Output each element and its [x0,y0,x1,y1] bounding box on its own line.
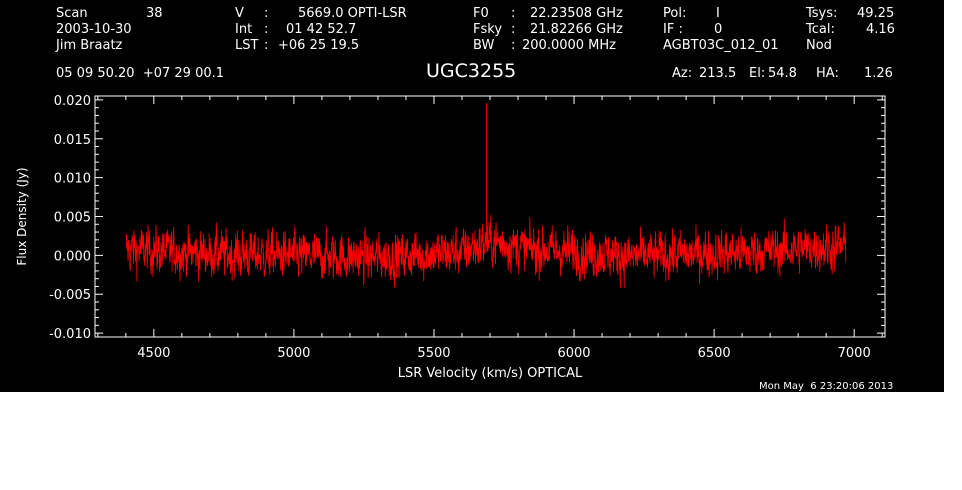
f0-colon: : [511,6,516,21]
plot-frame [94,95,886,338]
x-tick-label: 4500 [137,346,170,361]
proc-text: Nod [806,38,832,53]
bw-colon: : [511,38,516,53]
bw-value: 200.0000 MHz [522,38,616,53]
tsys-value: 49.25 [857,6,895,21]
ha-label: HA: [816,66,839,81]
timestamp: Mon May 6 23:20:06 2013 [759,381,894,392]
x-tick-label: 6000 [557,346,590,361]
lst-colon: : [264,38,269,53]
int-value: 01 42 52.7 [286,22,357,37]
int-label: Int [235,22,253,37]
coords-text: 05 09 50.20 +07 29 00.1 [56,66,225,81]
y-tick-label: 0.020 [54,94,91,109]
y-tick-label: 0.000 [54,249,91,264]
project-text: AGBT03C_012_01 [663,38,779,53]
spectrum-line [125,214,847,288]
x-tick-label: 5000 [277,346,310,361]
observer-text: Jim Braatz [56,38,123,53]
lst-value: +06 25 19.5 [278,38,360,53]
x-tick-label: 6500 [698,346,731,361]
plot-panel [0,0,944,392]
ticks-layer: 4500 5000 5500 6000 6500 7000 -0.010 -0.005 0.00… [49,94,885,361]
pol-label: Pol: [663,6,687,21]
spectrum-chart: 4500 5000 5500 6000 6500 7000 -0.010 -0.005 0.00… [15,94,886,381]
scan-value: 38 [146,6,163,21]
fsky-colon: : [511,22,516,37]
if-value: 0 [714,22,723,37]
fsky-label: Fsky [473,22,503,37]
if-label: IF : [663,22,683,37]
int-colon: : [264,22,269,37]
y-tick-label: 0.010 [54,172,91,187]
tsys-label: Tsys: [806,6,838,21]
series-layer [125,102,847,288]
y-tick-label: 0.015 [54,133,91,148]
y-axis-label: Flux Density (Jy) [15,167,29,265]
f0-label: F0 [473,6,489,21]
lst-label: LST [235,38,259,53]
pol-value: I [716,6,720,21]
y-tick-label: -0.005 [49,288,91,303]
tcal-value: 4.16 [866,22,895,37]
f0-value: 22.23508 GHz [530,6,623,21]
date-text: 2003-10-30 [56,22,132,37]
x-tick-label: 7000 [838,346,871,361]
el-label: El: [749,66,766,81]
source-title: UGC3255 [426,60,517,82]
velocity-value: 5669.0 OPTI-LSR [298,6,407,21]
y-tick-label: -0.010 [49,327,91,342]
az-value: 213.5 [699,66,737,81]
scan-label: Scan [56,6,88,21]
az-label: Az: [672,66,693,81]
x-tick-label: 5500 [417,346,450,361]
x-axis-label: LSR Velocity (km/s) OPTICAL [398,366,583,381]
tcal-label: Tcal: [806,22,835,37]
velocity-label: V [235,6,244,21]
ha-value: 1.26 [864,66,893,81]
el-value: 54.8 [768,66,797,81]
fsky-value: 21.82266 GHz [530,22,623,37]
bw-label: BW [473,38,495,53]
velocity-colon: : [264,6,269,21]
y-tick-label: 0.005 [54,211,91,226]
